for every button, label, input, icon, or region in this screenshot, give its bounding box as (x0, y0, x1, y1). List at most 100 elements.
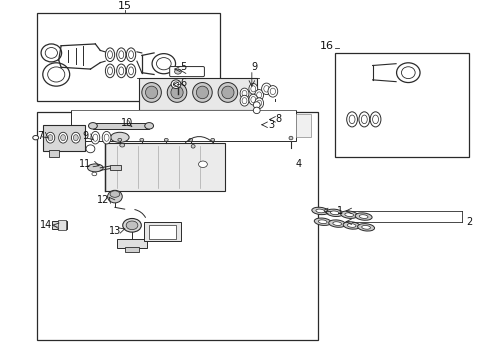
Ellipse shape (73, 135, 78, 141)
Bar (71, 111, 295, 141)
Ellipse shape (142, 82, 161, 102)
Ellipse shape (240, 88, 248, 99)
Ellipse shape (117, 48, 126, 62)
Ellipse shape (126, 48, 136, 62)
Bar (139, 78, 256, 111)
Ellipse shape (253, 107, 260, 114)
FancyArrowPatch shape (350, 81, 367, 109)
Ellipse shape (311, 207, 328, 215)
Ellipse shape (242, 98, 246, 104)
Ellipse shape (110, 132, 129, 142)
FancyArrowPatch shape (71, 77, 82, 78)
Text: 10: 10 (121, 118, 133, 128)
FancyArrowPatch shape (379, 83, 383, 108)
Bar (49, 150, 59, 157)
Ellipse shape (240, 95, 248, 106)
Ellipse shape (348, 115, 354, 124)
Ellipse shape (45, 48, 58, 58)
Ellipse shape (396, 63, 419, 82)
Text: 6: 6 (180, 78, 186, 89)
Ellipse shape (48, 135, 53, 141)
Ellipse shape (107, 67, 112, 75)
Bar (144, 222, 181, 242)
Ellipse shape (192, 82, 212, 102)
Ellipse shape (361, 225, 370, 229)
Ellipse shape (87, 164, 103, 172)
Bar (295, 114, 310, 137)
Bar (117, 239, 146, 248)
Ellipse shape (104, 134, 109, 141)
Ellipse shape (332, 222, 341, 225)
Ellipse shape (61, 135, 65, 141)
Text: 2: 2 (466, 217, 471, 227)
Ellipse shape (198, 161, 207, 167)
Ellipse shape (357, 224, 374, 231)
Ellipse shape (242, 90, 246, 96)
Ellipse shape (107, 51, 112, 59)
Ellipse shape (361, 115, 366, 124)
Bar (105, 143, 224, 191)
Text: 11: 11 (79, 159, 92, 169)
Bar (43, 125, 84, 150)
Ellipse shape (120, 143, 124, 147)
Ellipse shape (261, 83, 271, 95)
Ellipse shape (117, 64, 126, 78)
Ellipse shape (250, 86, 255, 92)
Ellipse shape (248, 84, 257, 94)
Text: 14: 14 (40, 220, 53, 230)
Ellipse shape (128, 51, 133, 59)
Ellipse shape (33, 135, 39, 140)
Ellipse shape (254, 90, 263, 100)
Text: 16: 16 (319, 41, 333, 51)
Ellipse shape (171, 86, 183, 99)
Text: 7: 7 (38, 131, 43, 140)
Ellipse shape (126, 221, 138, 230)
Ellipse shape (314, 218, 330, 225)
Bar (334, 53, 468, 157)
Ellipse shape (359, 215, 367, 219)
Ellipse shape (173, 82, 179, 86)
Text: 5: 5 (180, 62, 186, 72)
Ellipse shape (126, 64, 136, 78)
Ellipse shape (267, 86, 277, 97)
Ellipse shape (46, 132, 55, 143)
Ellipse shape (119, 51, 123, 59)
Ellipse shape (250, 96, 255, 103)
Bar (124, 247, 139, 252)
Ellipse shape (43, 63, 70, 86)
Ellipse shape (315, 209, 324, 213)
Ellipse shape (369, 112, 380, 127)
Ellipse shape (358, 112, 369, 127)
Bar (110, 165, 121, 170)
Ellipse shape (93, 134, 98, 141)
Ellipse shape (288, 136, 292, 140)
FancyArrowPatch shape (135, 210, 145, 217)
FancyBboxPatch shape (169, 67, 204, 77)
Ellipse shape (174, 69, 181, 74)
Ellipse shape (122, 219, 141, 232)
Ellipse shape (91, 131, 100, 144)
Bar (37, 13, 220, 102)
Ellipse shape (354, 213, 371, 220)
Ellipse shape (118, 138, 122, 141)
Ellipse shape (156, 58, 171, 70)
Ellipse shape (218, 82, 237, 102)
Ellipse shape (171, 80, 181, 89)
Ellipse shape (144, 123, 153, 129)
Ellipse shape (105, 48, 114, 62)
Ellipse shape (59, 132, 67, 143)
Ellipse shape (188, 138, 192, 141)
Ellipse shape (196, 86, 208, 99)
Ellipse shape (145, 86, 157, 99)
Ellipse shape (372, 115, 378, 124)
Ellipse shape (152, 54, 175, 74)
Ellipse shape (107, 190, 122, 203)
Ellipse shape (119, 67, 123, 75)
Ellipse shape (102, 131, 111, 144)
Ellipse shape (210, 138, 214, 141)
Ellipse shape (346, 224, 355, 227)
Ellipse shape (88, 123, 97, 129)
Ellipse shape (264, 86, 269, 92)
Ellipse shape (269, 88, 275, 95)
Bar (149, 225, 176, 239)
